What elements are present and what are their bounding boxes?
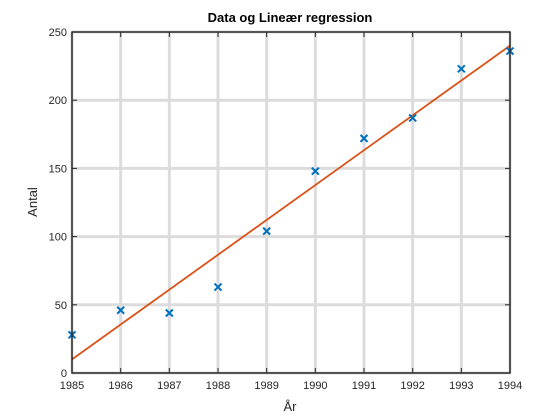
y-tick-label: 50 bbox=[55, 300, 67, 312]
data-point bbox=[359, 134, 369, 143]
y-tick-label: 250 bbox=[49, 27, 67, 39]
data-point bbox=[165, 308, 174, 318]
x-tick-label: 1992 bbox=[400, 380, 424, 392]
x-tick-label: 1987 bbox=[157, 380, 181, 392]
data-point bbox=[311, 166, 320, 176]
x-tick-label: 1989 bbox=[254, 380, 278, 392]
y-tick-label: 100 bbox=[49, 232, 67, 244]
x-tick-label: 1994 bbox=[498, 380, 522, 392]
x-tick-label: 1985 bbox=[60, 380, 84, 392]
y-tick-label: 150 bbox=[49, 163, 67, 175]
plot-frame bbox=[71, 31, 511, 374]
x-tick-label: 1990 bbox=[303, 380, 327, 392]
data-point bbox=[262, 226, 271, 236]
data-point bbox=[457, 64, 466, 74]
y-tick-label: 200 bbox=[49, 95, 67, 107]
x-tick-label: 1991 bbox=[352, 380, 376, 392]
chart-title: Data og Lineær regression bbox=[208, 10, 373, 25]
data-point bbox=[213, 282, 223, 292]
data-point bbox=[116, 306, 125, 315]
y-tick-label: 0 bbox=[61, 368, 67, 380]
x-tick-label: 1988 bbox=[206, 380, 230, 392]
x-axis-label: År bbox=[284, 399, 298, 414]
x-tick-label: 1993 bbox=[449, 380, 473, 392]
y-axis-label: Antal bbox=[25, 187, 40, 217]
regression-line-layer bbox=[71, 44, 511, 361]
regression-line bbox=[71, 44, 511, 361]
axis-ticks: 1985 1986 1987 1988 1989 1990 1991 1992 1993 1994… bbox=[49, 27, 523, 392]
x-tick-label: 1986 bbox=[108, 380, 132, 392]
data-point bbox=[408, 113, 417, 123]
